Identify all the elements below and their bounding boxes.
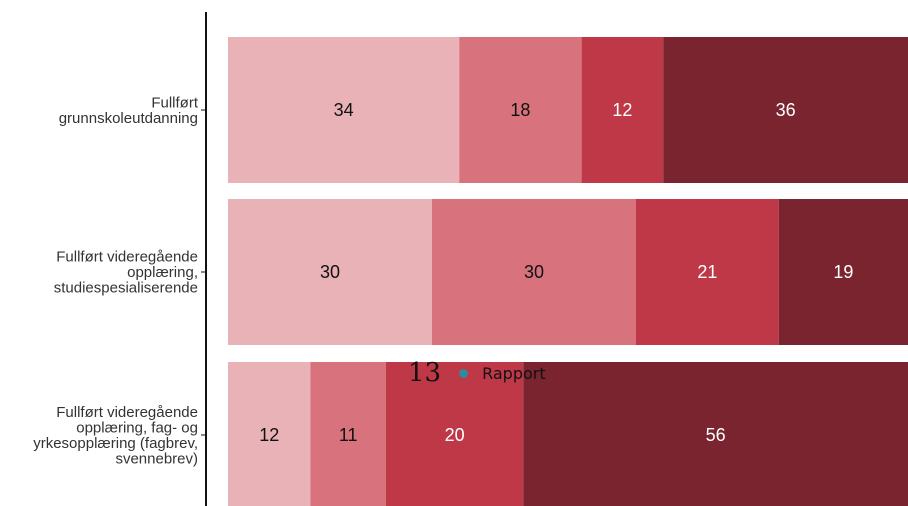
data-label: 36 (776, 100, 796, 120)
bar-segment (523, 362, 908, 506)
bar-segment (228, 37, 460, 183)
bar-segment (228, 362, 311, 506)
data-label: 30 (524, 262, 544, 282)
data-label: 34 (334, 100, 354, 120)
data-label: 11 (339, 425, 358, 445)
bar-segment (228, 199, 432, 345)
category-label: Fullført videregående opplæring, studiespe… (54, 249, 198, 297)
data-label: 21 (697, 262, 717, 282)
bar-segment (459, 37, 582, 183)
bar-segment (385, 362, 524, 506)
bar-segment (778, 199, 908, 345)
data-label: 30 (320, 262, 340, 282)
bar-segment (581, 37, 664, 183)
data-label: 19 (833, 262, 853, 282)
bar-segment (636, 199, 779, 345)
bar-segment (663, 37, 908, 183)
data-label: 12 (259, 425, 279, 445)
data-label: 56 (706, 425, 726, 445)
category-label: Fullført grunnskoleutdanning (59, 94, 199, 127)
data-label: 12 (612, 100, 632, 120)
bar-segment (432, 199, 636, 345)
bar-segment (310, 362, 386, 506)
data-label: 20 (445, 425, 465, 445)
category-label: Fullført videregående opplæring, fag- og y… (33, 404, 198, 468)
data-label: 18 (510, 100, 530, 120)
